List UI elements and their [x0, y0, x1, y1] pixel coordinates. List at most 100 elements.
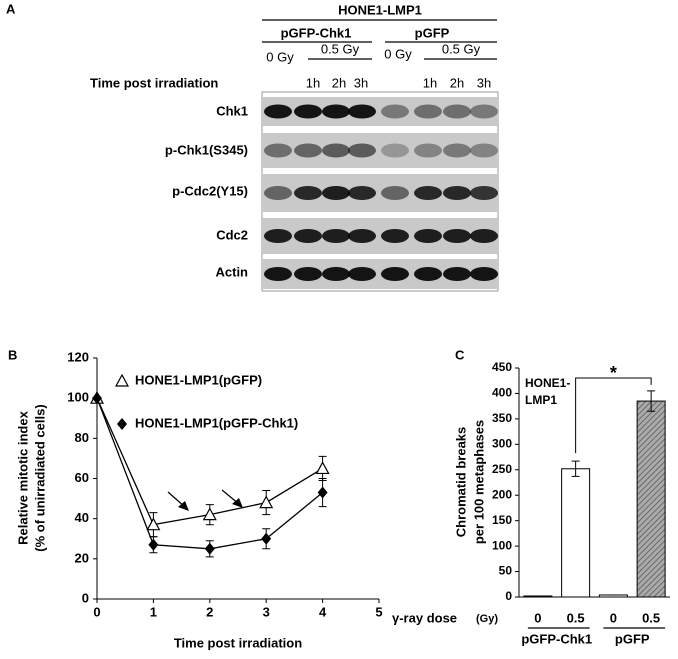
blot-band	[470, 104, 498, 119]
blot-band	[414, 229, 442, 243]
blot-band	[294, 267, 322, 281]
y-tick-label: 400	[492, 386, 512, 400]
marker	[92, 392, 102, 405]
time: 1h	[423, 75, 437, 90]
x-tick-label: 1	[150, 604, 157, 619]
group-label: pGFP	[615, 631, 650, 646]
blot-band	[443, 143, 471, 158]
y-tick-label: 350	[492, 411, 512, 425]
blot-band	[414, 143, 442, 158]
y-tick-label: 80	[75, 430, 89, 445]
x-tick-label: 4	[319, 604, 327, 619]
marker	[148, 538, 159, 551]
legend-label: HONE1-LMP1(pGFP)	[135, 372, 262, 387]
blot-band	[264, 229, 292, 243]
x-axis-label: Time post irradiation	[174, 635, 302, 650]
blot-band	[414, 267, 442, 281]
y-tick-label: 0	[82, 590, 89, 605]
dose: 0.5 Gy	[321, 41, 360, 56]
y-tick-label: 450	[492, 360, 512, 374]
blot-band	[348, 104, 376, 119]
time: 2h	[450, 75, 464, 90]
panel-label: B	[8, 347, 17, 362]
x-axis-label: γ-ray dose	[392, 610, 457, 625]
annotation: HONE1-	[525, 376, 570, 390]
blot-band	[322, 229, 350, 243]
blot-band	[443, 267, 471, 281]
blot-band	[470, 229, 498, 243]
bar	[561, 468, 591, 598]
error-bar	[571, 460, 580, 477]
blots	[263, 97, 498, 289]
blot-band	[294, 186, 322, 200]
construct: pGFP	[415, 25, 450, 40]
y-tick-label: 300	[492, 437, 512, 451]
marker	[261, 532, 272, 545]
time-label: Time post irradiation	[90, 75, 218, 90]
blot-band	[264, 186, 292, 200]
x-axis-unit: (Gy)	[476, 613, 498, 625]
blot-band	[414, 186, 442, 200]
blot-band	[264, 104, 292, 119]
dose: 0 Gy	[384, 46, 412, 61]
y-tick-label: 40	[75, 510, 89, 525]
y-tick-label: 120	[67, 349, 89, 364]
x-tick-label: 0	[534, 610, 541, 625]
y-tick-label: 60	[75, 470, 89, 485]
x-tick-label: 2	[206, 604, 213, 619]
blot-band	[414, 104, 442, 119]
blot-band	[294, 143, 322, 158]
blot-band	[381, 267, 409, 281]
marker	[259, 495, 274, 509]
marker	[315, 461, 330, 475]
y-tick-label: 20	[75, 550, 89, 565]
blot-band	[381, 104, 409, 119]
time: 3h	[477, 75, 491, 90]
blot-band	[470, 143, 498, 158]
x-tick-label: 3	[263, 604, 270, 619]
x-tick-label: 0	[93, 604, 100, 619]
legend-label: HONE1-LMP1(pGFP-Chk1)	[135, 415, 298, 430]
marker	[317, 486, 328, 499]
time: 2h	[332, 75, 346, 90]
y-axis-label: (% of unirradiated cells)	[32, 404, 47, 551]
y-axis-label: Chromatid breaks	[453, 427, 468, 538]
marker	[202, 507, 217, 521]
error-bar	[647, 390, 656, 412]
blot-band	[470, 267, 498, 281]
y-tick-label: 100	[67, 390, 89, 405]
blot-band	[294, 104, 322, 119]
y-tick-label: 50	[499, 564, 513, 578]
blot-band	[322, 104, 350, 119]
blot-band	[264, 267, 292, 281]
group-label: pGFP-Chk1	[521, 631, 592, 646]
construct: pGFP-Chk1	[281, 25, 352, 40]
blot-label: p-Cdc2(Y15)	[172, 183, 248, 198]
arrow-head	[232, 498, 243, 508]
y-axis-label: Relative mitotic index	[15, 410, 30, 544]
legend-marker	[117, 418, 127, 430]
time: 3h	[354, 75, 368, 90]
blot-band	[348, 267, 376, 281]
blot-band	[348, 143, 376, 158]
time: 1h	[306, 75, 320, 90]
dose: 0 Gy	[266, 49, 294, 64]
x-tick-label: 0	[610, 610, 617, 625]
blot-label: Actin	[216, 264, 249, 279]
blot-band	[381, 229, 409, 243]
annotation: LMP1	[525, 393, 557, 407]
y-tick-label: 100	[492, 538, 512, 552]
significance: *	[610, 363, 617, 383]
x-tick-label: 0.5	[567, 610, 585, 625]
y-axis-label: per 100 metaphases	[471, 420, 486, 544]
legend-marker	[114, 373, 130, 387]
arrow-head	[178, 501, 189, 511]
marker	[204, 542, 215, 555]
blot-band	[348, 229, 376, 243]
x-tick-label: 5	[375, 604, 382, 619]
blot-band	[294, 229, 322, 243]
blot-band	[443, 186, 471, 200]
significance-bracket	[575, 377, 652, 454]
panel-label: A	[6, 1, 16, 16]
